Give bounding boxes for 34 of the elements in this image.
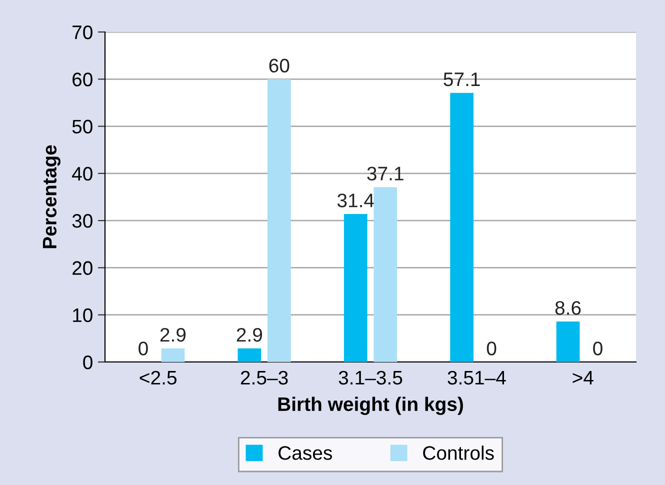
- bar: [161, 348, 185, 362]
- y-tick-label: 30: [72, 214, 92, 228]
- data-label: 2.9: [160, 328, 186, 342]
- x-tick-label: 3.1–3.5: [338, 370, 402, 385]
- bar: [450, 92, 474, 362]
- data-label: 8.6: [555, 301, 581, 315]
- data-label: 0: [593, 342, 602, 356]
- x-tick-label: 3.51–4: [448, 370, 506, 385]
- bar: [267, 79, 291, 362]
- bar: [238, 348, 262, 362]
- x-tick-label: <2.5: [140, 370, 176, 385]
- data-label: 2.9: [236, 328, 262, 342]
- bar: [344, 214, 368, 362]
- bar: [556, 321, 580, 362]
- y-tick-label: 70: [72, 25, 92, 40]
- y-tick-label: 0: [83, 355, 92, 370]
- x-axis-title: Birth weight (in kgs): [278, 396, 463, 416]
- data-label: 0: [486, 342, 496, 356]
- data-label: 0: [138, 342, 148, 356]
- y-tick-label: 20: [72, 261, 92, 275]
- data-label: 37.1: [367, 166, 404, 180]
- x-tick-label: 2.5–3: [240, 370, 288, 385]
- bar: [374, 187, 398, 362]
- y-tick-label: 10: [73, 308, 92, 322]
- y-tick-label: 40: [72, 166, 92, 181]
- legend-label: Cases: [278, 446, 332, 460]
- legend-label: Controls: [423, 446, 494, 460]
- data-label: 60: [269, 58, 290, 73]
- data-label: 57.1: [444, 72, 480, 86]
- y-tick-label: 60: [72, 72, 92, 86]
- data-label: 31.4: [337, 194, 374, 208]
- x-tick-label: >4: [572, 371, 594, 384]
- y-tick-label: 50: [72, 120, 92, 134]
- y-axis-title: Percentage: [42, 145, 60, 248]
